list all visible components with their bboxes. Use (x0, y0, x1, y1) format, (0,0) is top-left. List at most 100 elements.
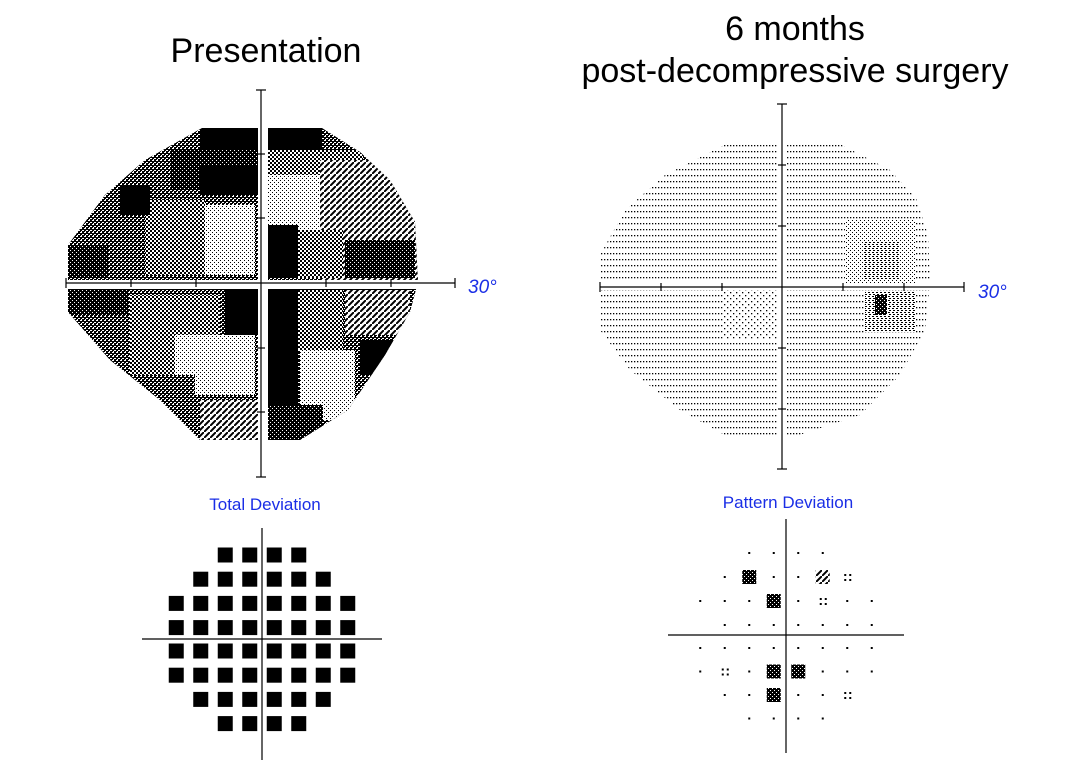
deviation-dot (772, 624, 775, 626)
deviation-dot (846, 670, 849, 673)
deviation-quad-dot (849, 574, 852, 576)
presentation-30-degree-label: 30° (468, 277, 497, 298)
gs-patch (345, 290, 410, 335)
deviation-dot (748, 694, 751, 696)
deviation-dot (846, 600, 849, 602)
deviation-dot (723, 694, 726, 696)
pattern-deviation-label: Pattern Deviation (722, 493, 854, 512)
deviation-quad-dot (721, 673, 724, 676)
deviation-square (340, 667, 356, 683)
deviation-quad-dot (824, 603, 827, 605)
deviation-square (266, 667, 282, 683)
deviation-square (217, 595, 233, 611)
gs-patch (200, 400, 258, 440)
deviation-quad-dot (849, 579, 852, 581)
deviation-square (217, 643, 233, 659)
deviation-dot (699, 647, 702, 649)
post-surgery-title-line1: 6 months (725, 10, 865, 48)
gs-patch (298, 290, 343, 350)
deviation-dot (797, 600, 800, 602)
post-surgery-30-degree-label: 30° (978, 282, 1007, 303)
deviation-dot (772, 552, 775, 554)
gs-patch (268, 225, 298, 278)
deviation-square (266, 571, 282, 587)
gs-patch (268, 290, 298, 405)
deviation-square (242, 595, 258, 611)
post-surgery-grayscale-map (595, 103, 965, 470)
gs-patch (298, 230, 343, 278)
presentation-grayscale-map (60, 89, 456, 478)
deviation-square (168, 667, 184, 683)
deviation-quad-dot (844, 692, 847, 694)
deviation-square (193, 643, 209, 659)
deviation-square (242, 667, 258, 683)
deviation-quad-dot (849, 697, 852, 699)
deviation-square (340, 595, 356, 611)
gs-patch (875, 295, 887, 315)
deviation-square (291, 571, 307, 587)
deviation-square (193, 620, 209, 636)
deviation-square (193, 691, 209, 707)
deviation-dot (821, 670, 824, 673)
deviation-square (242, 547, 258, 563)
deviation-dot (723, 600, 726, 602)
deviation-quad-dot (849, 692, 852, 694)
deviation-dot (748, 717, 751, 720)
deviation-dot (821, 624, 824, 626)
gs-patch (268, 405, 323, 440)
deviation-square (217, 691, 233, 707)
deviation-dot (821, 552, 824, 554)
deviation-square (266, 595, 282, 611)
gs-patch (345, 240, 415, 278)
deviation-square (315, 595, 331, 611)
deviation-dot (723, 624, 726, 626)
deviation-square (340, 620, 356, 636)
deviation-dot (821, 694, 824, 696)
deviation-square (291, 667, 307, 683)
gs-patch (865, 292, 915, 332)
deviation-square (168, 643, 184, 659)
deviation-dot (846, 624, 849, 626)
deviation-quad-dot (824, 598, 827, 600)
deviation-dot (846, 647, 849, 649)
deviation-cluster-light (815, 570, 830, 584)
gs-patch (68, 290, 128, 315)
deviation-square (315, 667, 331, 683)
deviation-quad-dot (726, 668, 729, 671)
deviation-square (217, 667, 233, 683)
deviation-dot (723, 576, 726, 578)
deviation-square (266, 716, 282, 732)
deviation-square (242, 571, 258, 587)
gs-patch (145, 375, 195, 415)
deviation-square (291, 716, 307, 732)
gs-patch (68, 245, 108, 278)
post-surgery-title-line2: post-decompressive surgery (581, 52, 1009, 90)
grayscale-horizontal-gap (60, 280, 430, 289)
deviation-cluster-dark (766, 594, 781, 608)
deviation-square (315, 691, 331, 707)
deviation-dot (797, 576, 800, 578)
deviation-square (242, 716, 258, 732)
gs-patch (862, 242, 900, 280)
pattern-deviation-plot (668, 519, 904, 753)
deviation-dot (699, 670, 702, 673)
post-surgery-axes (599, 103, 965, 470)
deviation-square (168, 620, 184, 636)
deviation-square (217, 620, 233, 636)
deviation-dot (797, 717, 800, 720)
deviation-dot (821, 717, 824, 720)
deviation-dot (748, 624, 751, 626)
gs-patch (225, 290, 258, 335)
deviation-square (266, 620, 282, 636)
post-surgery-title: 6 months post-decompressive surgery (540, 8, 1050, 92)
presentation-title: Presentation (170, 32, 362, 70)
deviation-quad-dot (819, 603, 822, 605)
gs-patch (720, 290, 775, 340)
presentation-axes (65, 89, 456, 478)
deviation-cluster-dark (742, 570, 757, 584)
deviation-dot (797, 647, 800, 649)
total-deviation-label: Total Deviation (209, 495, 321, 514)
deviation-dot (748, 647, 751, 649)
deviation-square (217, 716, 233, 732)
